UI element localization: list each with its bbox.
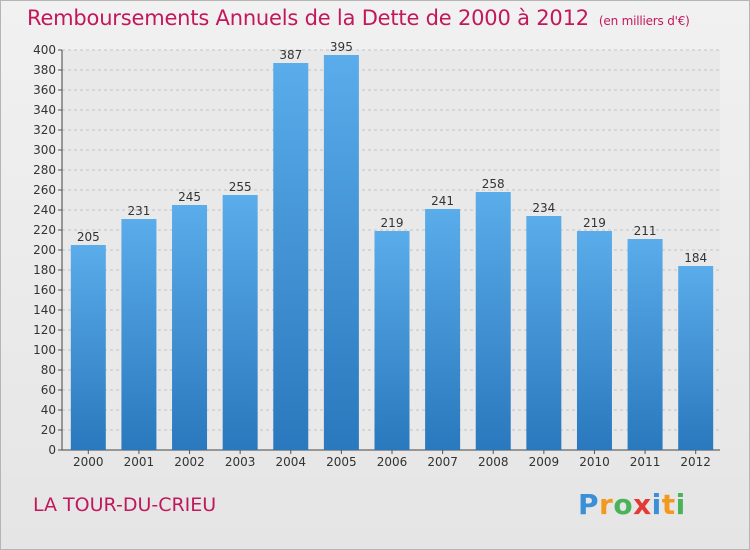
bar-value-label: 258 [482, 177, 505, 191]
bar-value-label: 219 [381, 216, 404, 230]
y-tick-label: 180 [33, 263, 56, 277]
logo-letter: o [613, 488, 634, 521]
y-tick-label: 20 [41, 423, 56, 437]
y-tick-label: 260 [33, 183, 56, 197]
logo-letter: i [651, 488, 662, 521]
y-tick-label: 280 [33, 163, 56, 177]
logo-letter: P [578, 488, 600, 521]
chart-title-text: Remboursements Annuels de la Dette de 20… [27, 6, 589, 30]
x-tick-label: 2009 [529, 455, 560, 469]
y-tick-label: 340 [33, 103, 56, 117]
y-tick-label: 40 [41, 403, 56, 417]
bar-value-label: 241 [431, 194, 454, 208]
bar [576, 231, 612, 450]
bar [70, 245, 106, 450]
bar [121, 219, 157, 450]
x-tick-label: 2007 [427, 455, 458, 469]
y-tick-label: 300 [33, 143, 56, 157]
chart-title: Remboursements Annuels de la Dette de 20… [27, 6, 690, 30]
bar [273, 63, 309, 450]
x-tick-label: 2011 [630, 455, 661, 469]
y-tick-label: 360 [33, 83, 56, 97]
logo-letter: t [661, 488, 676, 521]
x-tick-label: 2010 [579, 455, 610, 469]
bar [374, 231, 410, 450]
bar-value-label: 255 [229, 180, 252, 194]
y-tick-label: 200 [33, 243, 56, 257]
bar [526, 216, 562, 450]
bar-value-label: 231 [127, 204, 150, 218]
bar-value-label: 234 [532, 201, 555, 215]
commune-name: LA TOUR-DU-CRIEU [33, 494, 217, 516]
logo-letter: x [633, 488, 652, 521]
y-tick-label: 120 [33, 323, 56, 337]
y-tick-label: 320 [33, 123, 56, 137]
chart-unit: (en milliers d'€) [598, 14, 690, 28]
bar-value-label: 245 [178, 190, 201, 204]
bar [323, 55, 359, 450]
x-tick-label: 2004 [275, 455, 306, 469]
bar [627, 239, 663, 450]
bar-value-label: 395 [330, 40, 353, 54]
y-tick-label: 220 [33, 223, 56, 237]
x-tick-label: 2008 [478, 455, 509, 469]
y-tick-label: 380 [33, 63, 56, 77]
y-tick-label: 140 [33, 303, 56, 317]
y-tick-label: 60 [41, 383, 56, 397]
x-tick-label: 2001 [124, 455, 155, 469]
bar-value-label: 184 [684, 251, 707, 265]
y-tick-label: 100 [33, 343, 56, 357]
bar-value-label: 205 [77, 230, 100, 244]
x-tick-label: 2006 [377, 455, 408, 469]
y-tick-label: 160 [33, 283, 56, 297]
x-tick-label: 2002 [174, 455, 205, 469]
bar [172, 205, 208, 450]
bar-value-label: 219 [583, 216, 606, 230]
bar [678, 266, 714, 450]
x-tick-label: 2000 [73, 455, 104, 469]
bar [222, 195, 258, 450]
bar [475, 192, 511, 450]
logo-letter: i [675, 488, 686, 521]
x-tick-label: 2012 [680, 455, 711, 469]
proxiti-logo: Proxiti [578, 488, 686, 521]
logo-letter: r [599, 488, 614, 521]
y-tick-label: 240 [33, 203, 56, 217]
y-tick-label: 80 [41, 363, 56, 377]
x-tick-label: 2003 [225, 455, 256, 469]
bar [425, 209, 461, 450]
y-tick-label: 0 [48, 443, 56, 457]
bar-value-label: 211 [634, 224, 657, 238]
bar-value-label: 387 [279, 48, 302, 62]
y-tick-label: 400 [33, 43, 56, 57]
x-tick-label: 2005 [326, 455, 357, 469]
